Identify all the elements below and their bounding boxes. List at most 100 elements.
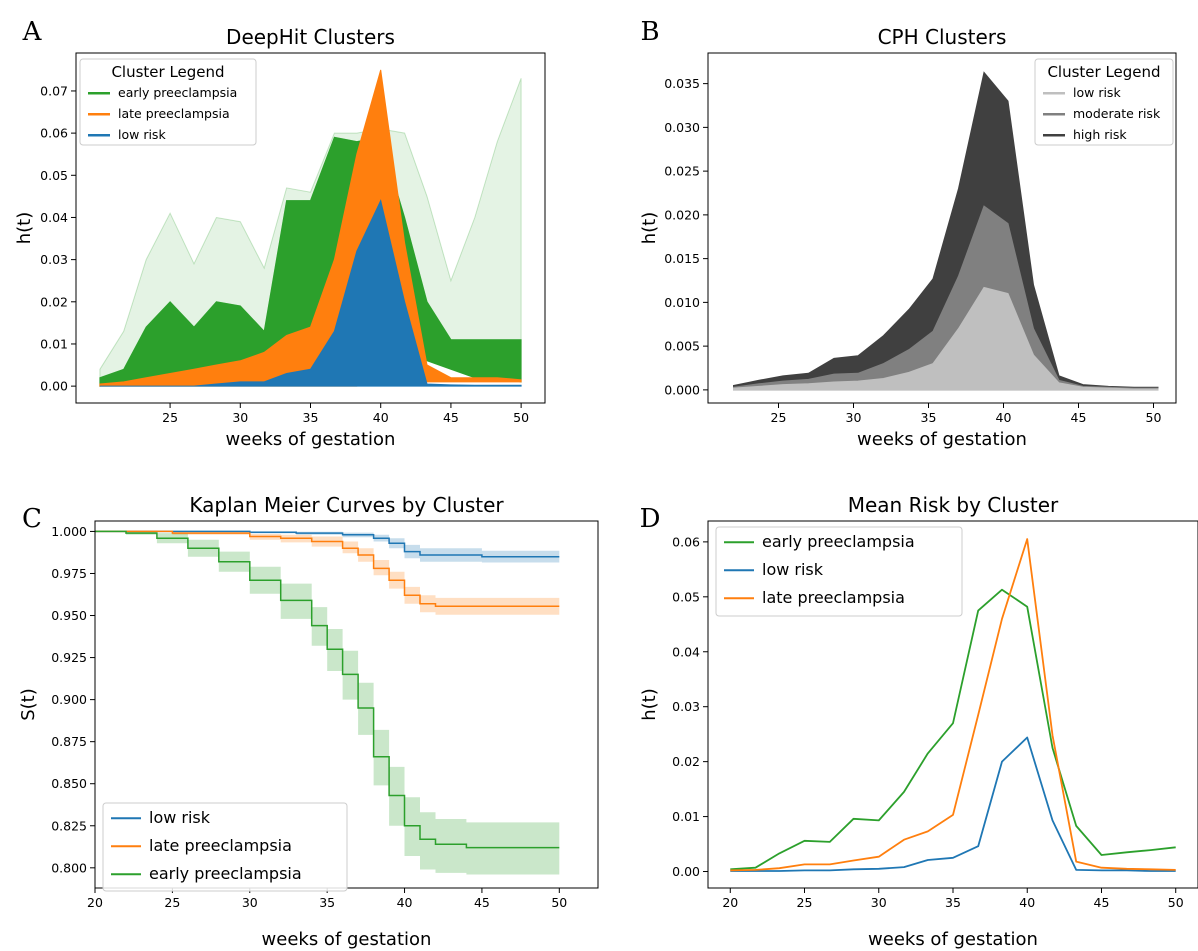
plot-frame xyxy=(75,52,546,404)
x-tick-label: 50 xyxy=(551,895,567,910)
panel-c-kaplan-meier: 20 25 30 35 40 45 50 0.800 0.825 0.850 0.875 0.900 0… xyxy=(18,493,599,950)
ci-band-late-preeclampsia xyxy=(95,531,560,615)
legend-label-low-risk: low risk xyxy=(762,560,824,579)
legend-label-late-preeclampsia: late preeclampsia xyxy=(118,106,230,121)
y-axis-label: S(t) xyxy=(18,688,39,721)
x-tick-label: 35 xyxy=(303,410,319,425)
line-late-preeclampsia xyxy=(730,538,1176,872)
y-tick-label: 0.925 xyxy=(51,650,87,665)
legend-box xyxy=(715,526,963,617)
line-early-preeclampsia xyxy=(95,530,560,849)
x-tick-label: 25 xyxy=(797,895,813,910)
y-tick-label: 1.000 xyxy=(51,524,87,539)
legend-label-low-risk: low risk xyxy=(149,808,211,827)
panel-a-deephit-clusters: 25 30 35 40 45 50 0.00 0.01 0.02 0.03 0.04 0.05 0.06… xyxy=(14,17,546,450)
y-tick-label: 0.035 xyxy=(664,76,700,91)
area-low-risk xyxy=(99,199,522,387)
x-tick-label: 40 xyxy=(373,410,389,425)
y-tick-label: 0.06 xyxy=(672,534,700,549)
x-tick-label: 20 xyxy=(722,895,738,910)
x-axis-label: weeks of gestation xyxy=(857,429,1027,450)
x-tick-label: 40 xyxy=(1019,895,1035,910)
area-low-risk xyxy=(733,286,1159,391)
x-tick-label: 25 xyxy=(164,895,180,910)
x-tick-label: 50 xyxy=(1146,410,1162,425)
x-tick-label: 45 xyxy=(1094,895,1110,910)
panel-letter: C xyxy=(22,504,42,534)
y-tick-label: 0.000 xyxy=(664,382,700,397)
plot-area xyxy=(95,530,560,875)
legend-label-moderate-risk: moderate risk xyxy=(1073,106,1161,121)
plot-area xyxy=(733,71,1159,391)
chart-title: Mean Risk by Cluster xyxy=(848,493,1059,517)
chart-title: CPH Clusters xyxy=(878,25,1007,49)
line-low-risk xyxy=(730,736,1176,872)
y-tick-label: 0.02 xyxy=(672,754,700,769)
y-tick-label: 0.875 xyxy=(51,734,87,749)
y-tick-label: 0.03 xyxy=(672,699,700,714)
legend-label-late-preeclampsia: late preeclampsia xyxy=(762,588,905,607)
y-axis-label: h(t) xyxy=(14,212,35,245)
y-tick-label: 0.02 xyxy=(40,294,68,309)
x-tick-label: 30 xyxy=(242,895,258,910)
x-tick-label: 30 xyxy=(232,410,248,425)
y-tick-label: 0.975 xyxy=(51,566,87,581)
y-tick-label: 0.05 xyxy=(40,168,68,183)
line-late-preeclampsia xyxy=(95,530,560,608)
legend-box xyxy=(79,58,257,146)
y-tick-label: 0.07 xyxy=(40,83,68,98)
y-axis-label: h(t) xyxy=(639,688,660,721)
panel-d-mean-risk: 20 25 30 35 40 45 50 0.00 0.01 0.02 0.03 0.04 0.05 0.… xyxy=(639,493,1198,950)
x-tick-label: 40 xyxy=(397,895,413,910)
legend: Cluster Legend early preeclampsia late pre… xyxy=(79,58,257,146)
y-tick-label: 0.00 xyxy=(672,864,700,879)
legend-label-low-risk: low risk xyxy=(1073,85,1121,100)
y-tick-label: 0.00 xyxy=(40,379,68,394)
chart-title: DeepHit Clusters xyxy=(226,25,395,49)
panel-b-cph-clusters: 25 30 35 40 45 50 0.000 0.005 0.010 0.015 0.020 0.0… xyxy=(639,17,1177,450)
x-tick-label: 35 xyxy=(319,895,335,910)
x-tick-label: 45 xyxy=(1071,410,1087,425)
y-tick-label: 0.05 xyxy=(672,589,700,604)
x-tick-label: 35 xyxy=(921,410,937,425)
plot-frame xyxy=(707,520,1198,889)
y-tick-label: 0.850 xyxy=(51,776,87,791)
x-tick-label: 30 xyxy=(871,895,887,910)
x-axis-label: weeks of gestation xyxy=(868,929,1038,950)
y-tick-label: 0.01 xyxy=(40,336,68,351)
legend-label-early-preeclampsia: early preeclampsia xyxy=(118,85,237,100)
y-tick-label: 0.800 xyxy=(51,860,87,875)
y-tick-label: 0.01 xyxy=(672,809,700,824)
legend-box xyxy=(1034,58,1174,146)
x-tick-label: 40 xyxy=(996,410,1012,425)
y-axis-label: h(t) xyxy=(639,212,660,245)
y-tick-label: 0.005 xyxy=(664,339,700,354)
x-tick-label: 30 xyxy=(846,410,862,425)
x-axis-label: weeks of gestation xyxy=(262,929,432,950)
x-tick-label: 45 xyxy=(443,410,459,425)
plot-area xyxy=(730,538,1176,872)
y-tick-label: 0.04 xyxy=(40,210,68,225)
line-low-risk xyxy=(95,530,560,558)
legend: low risk late preeclampsia early preeclamp… xyxy=(102,802,348,892)
legend-title: Cluster Legend xyxy=(1047,63,1160,81)
x-tick-label: 50 xyxy=(1168,895,1184,910)
y-tick-label: 0.025 xyxy=(664,164,700,179)
legend: early preeclampsia low risk late preeclamp… xyxy=(715,526,963,617)
x-axis-label: weeks of gestation xyxy=(226,429,396,450)
y-tick-label: 0.04 xyxy=(672,644,700,659)
legend-label-high-risk: high risk xyxy=(1073,127,1127,142)
y-tick-label: 0.825 xyxy=(51,818,87,833)
plot-frame xyxy=(707,52,1177,404)
panel-letter: B xyxy=(640,17,659,47)
y-tick-label: 0.06 xyxy=(40,126,68,141)
y-tick-label: 0.03 xyxy=(40,252,68,267)
y-tick-label: 0.900 xyxy=(51,692,87,707)
legend-label-early-preeclampsia: early preeclampsia xyxy=(149,864,302,883)
y-tick-label: 0.010 xyxy=(664,295,700,310)
x-tick-label: 20 xyxy=(87,895,103,910)
legend-label-low-risk: low risk xyxy=(118,127,166,142)
ci-band-early-preeclampsia xyxy=(95,531,560,875)
x-tick-label: 25 xyxy=(771,410,787,425)
